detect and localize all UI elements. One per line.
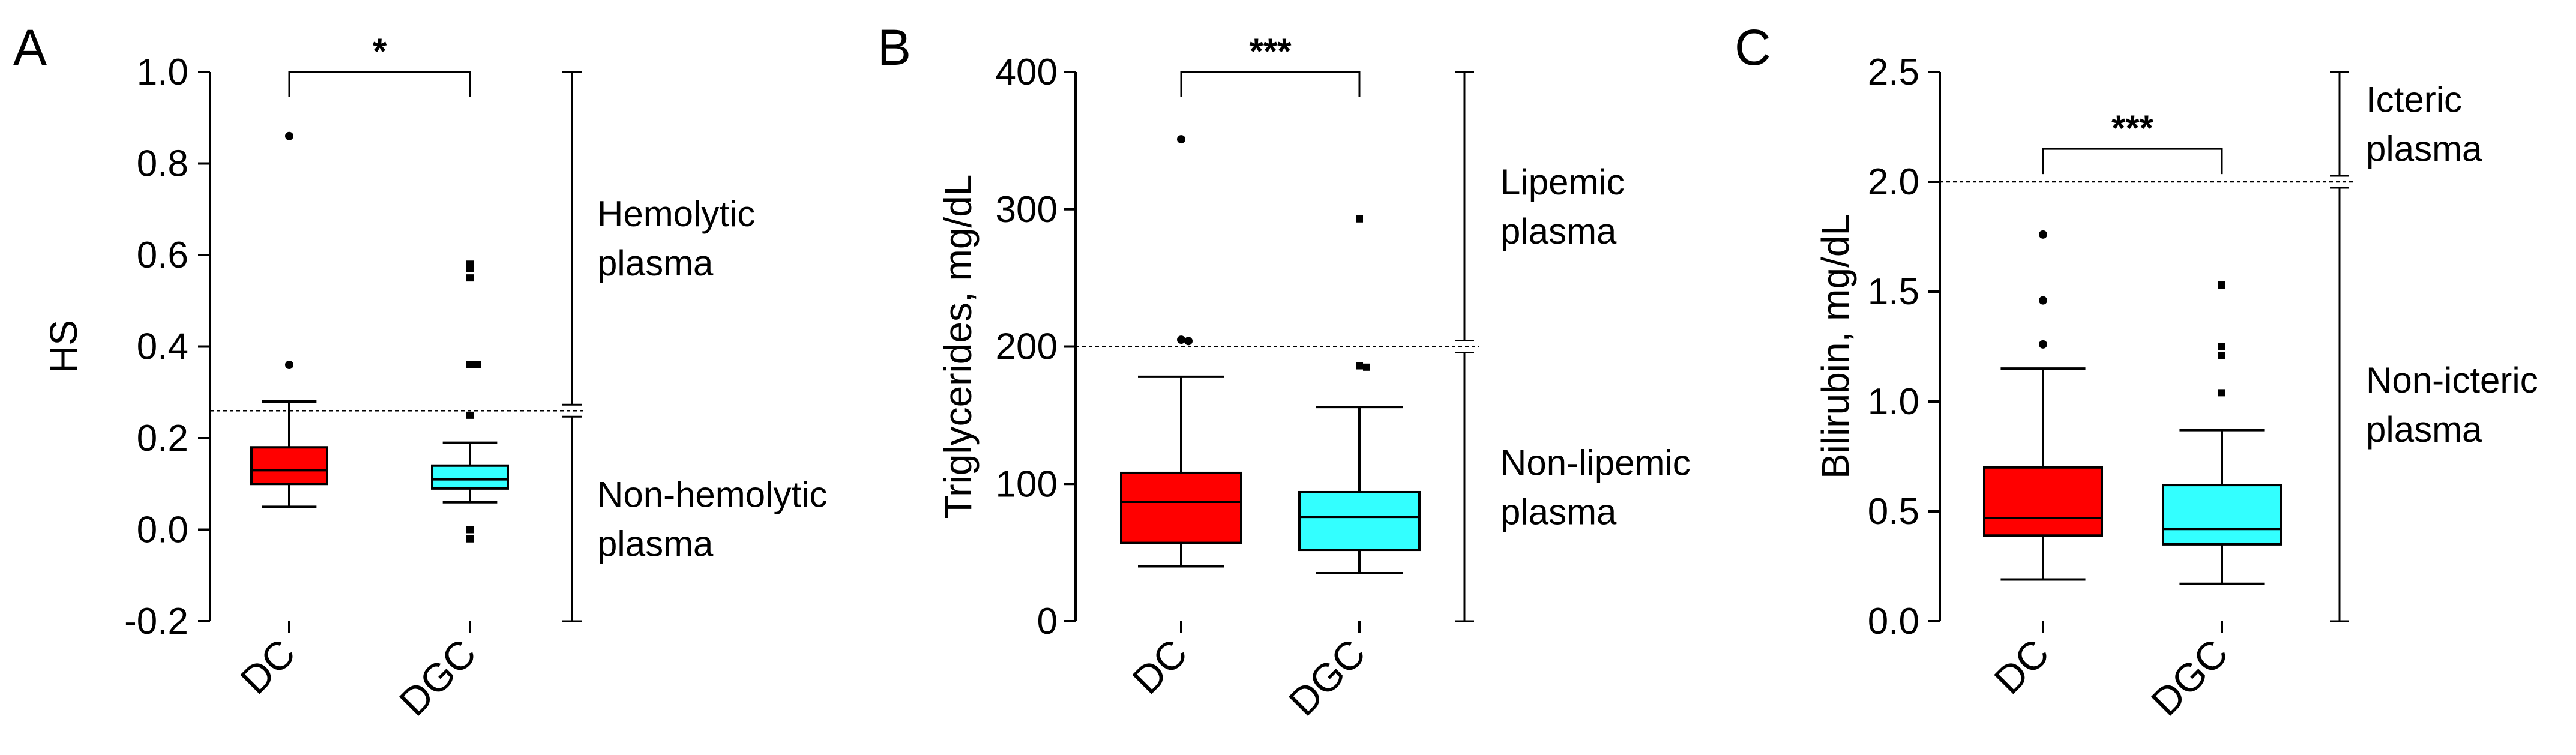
region-label: plasma [1500, 492, 1617, 532]
x-category-label-dc: DC [1985, 631, 2057, 703]
region-label: plasma [2366, 409, 2482, 450]
panel-b: B 0 100 200 300 400 Triglycerides, mg/dL DC DGC *… [877, 19, 1691, 724]
box-dc [1983, 230, 2103, 581]
significance-bracket [2042, 148, 2223, 175]
y-tick-label: 0 [1037, 601, 1058, 642]
region-label: plasma [597, 243, 714, 283]
outlier-point [466, 265, 474, 272]
region-bracket: Non-icteric plasma [2330, 187, 2538, 622]
panel-letter: C [1735, 19, 1771, 76]
region-bracket: Hemolytic plasma [562, 71, 755, 406]
box-iqr [250, 446, 328, 486]
region-label: plasma [2366, 129, 2482, 169]
significance-label: *** [2111, 108, 2154, 148]
outlier-point [1184, 337, 1193, 346]
outlier-point [2039, 340, 2047, 349]
region-bracket: Non-hemolytic plasma [562, 415, 827, 622]
outlier-point [1177, 135, 1185, 144]
box-iqr [1983, 466, 2103, 537]
box-dgc [2162, 281, 2282, 585]
panel-letter: A [13, 19, 47, 76]
y-tick-label: 1.5 [1868, 271, 1919, 313]
region-label: Icteric [2366, 80, 2462, 120]
y-tick-label: 400 [996, 52, 1058, 93]
outlier-point [2218, 343, 2225, 350]
outlier-point [1356, 362, 1363, 370]
panel-a: A -0.2 0.0 0.2 0.4 0.6 0.8 1.0 HS DC DGC * Hemolytic… [13, 19, 827, 724]
box-iqr [1298, 490, 1421, 552]
y-tick-label: 0.8 [137, 143, 188, 185]
x-category-label-dgc: DGC [2143, 631, 2236, 724]
panel-c: C 0.0 0.5 1.0 1.5 2.0 2.5 Bilirubin, mg/dL DC DGC… [1735, 19, 2538, 724]
y-tick-label: 0.5 [1868, 491, 1919, 532]
box-iqr [431, 464, 509, 490]
y-axis-title: Triglycerides, mg/dL [936, 175, 980, 519]
y-tick-label: -0.2 [124, 601, 188, 642]
outlier-point [285, 361, 293, 369]
y-tick-label: 1.0 [137, 52, 188, 93]
y-tick-label: 0.2 [137, 418, 188, 459]
y-tick-label: 0.6 [137, 235, 188, 276]
region-bracket: Non-lipemic plasma [1455, 352, 1691, 622]
y-tick-label: 200 [996, 326, 1058, 368]
panel-letter: B [877, 19, 911, 76]
x-category-label-dgc: DGC [1280, 631, 1374, 724]
y-tick-label: 2.5 [1868, 52, 1919, 93]
outlier-point [1363, 363, 1370, 371]
outlier-point [2039, 296, 2047, 305]
outlier-point [1177, 335, 1185, 344]
region-label: Non-icteric [2366, 360, 2538, 400]
x-category-label-dgc: DGC [391, 631, 484, 724]
region-label: plasma [1500, 211, 1617, 251]
box-dc [250, 131, 328, 508]
outlier-point [466, 274, 474, 282]
outlier-point [2218, 281, 2225, 289]
significance-label: *** [1249, 31, 1292, 71]
y-axis-title: Bilirubin, mg/dL [1814, 214, 1857, 479]
region-label: Non-hemolytic [597, 475, 827, 515]
region-label: Hemolytic [597, 194, 755, 234]
outlier-point [466, 411, 474, 419]
box-dgc [431, 260, 509, 543]
region-bracket: Icteric plasma [2330, 71, 2482, 177]
outlier-point [466, 535, 474, 543]
y-tick-label: 300 [996, 189, 1058, 230]
outlier-point [466, 526, 474, 534]
outlier-point [474, 361, 481, 368]
region-label: plasma [597, 524, 714, 564]
region-label: Non-lipemic [1500, 442, 1691, 483]
outlier-point [285, 131, 293, 140]
region-label: Lipemic [1500, 162, 1625, 202]
outlier-point [466, 361, 474, 368]
region-bracket: Lipemic plasma [1455, 71, 1625, 341]
box-iqr [2162, 484, 2282, 546]
significance-bracket [1180, 71, 1361, 97]
x-category-label-dc: DC [1124, 631, 1196, 703]
outlier-point [2218, 352, 2225, 359]
y-tick-label: 0.4 [137, 326, 188, 368]
box-dc [1120, 135, 1242, 568]
outlier-point [2039, 230, 2047, 239]
y-axis-title: HS [42, 320, 85, 373]
outlier-point [2218, 389, 2225, 397]
y-tick-label: 100 [996, 463, 1058, 505]
y-tick-label: 2.0 [1868, 161, 1919, 203]
y-tick-label: 1.0 [1868, 381, 1919, 423]
box-dgc [1298, 215, 1421, 574]
box-iqr [1120, 471, 1242, 544]
outlier-point [1356, 215, 1363, 223]
significance-label: * [373, 31, 387, 71]
significance-bracket [288, 71, 471, 97]
y-tick-label: 0.0 [1868, 601, 1919, 642]
y-tick-label: 0.0 [137, 510, 188, 551]
x-category-label-dc: DC [232, 631, 304, 703]
